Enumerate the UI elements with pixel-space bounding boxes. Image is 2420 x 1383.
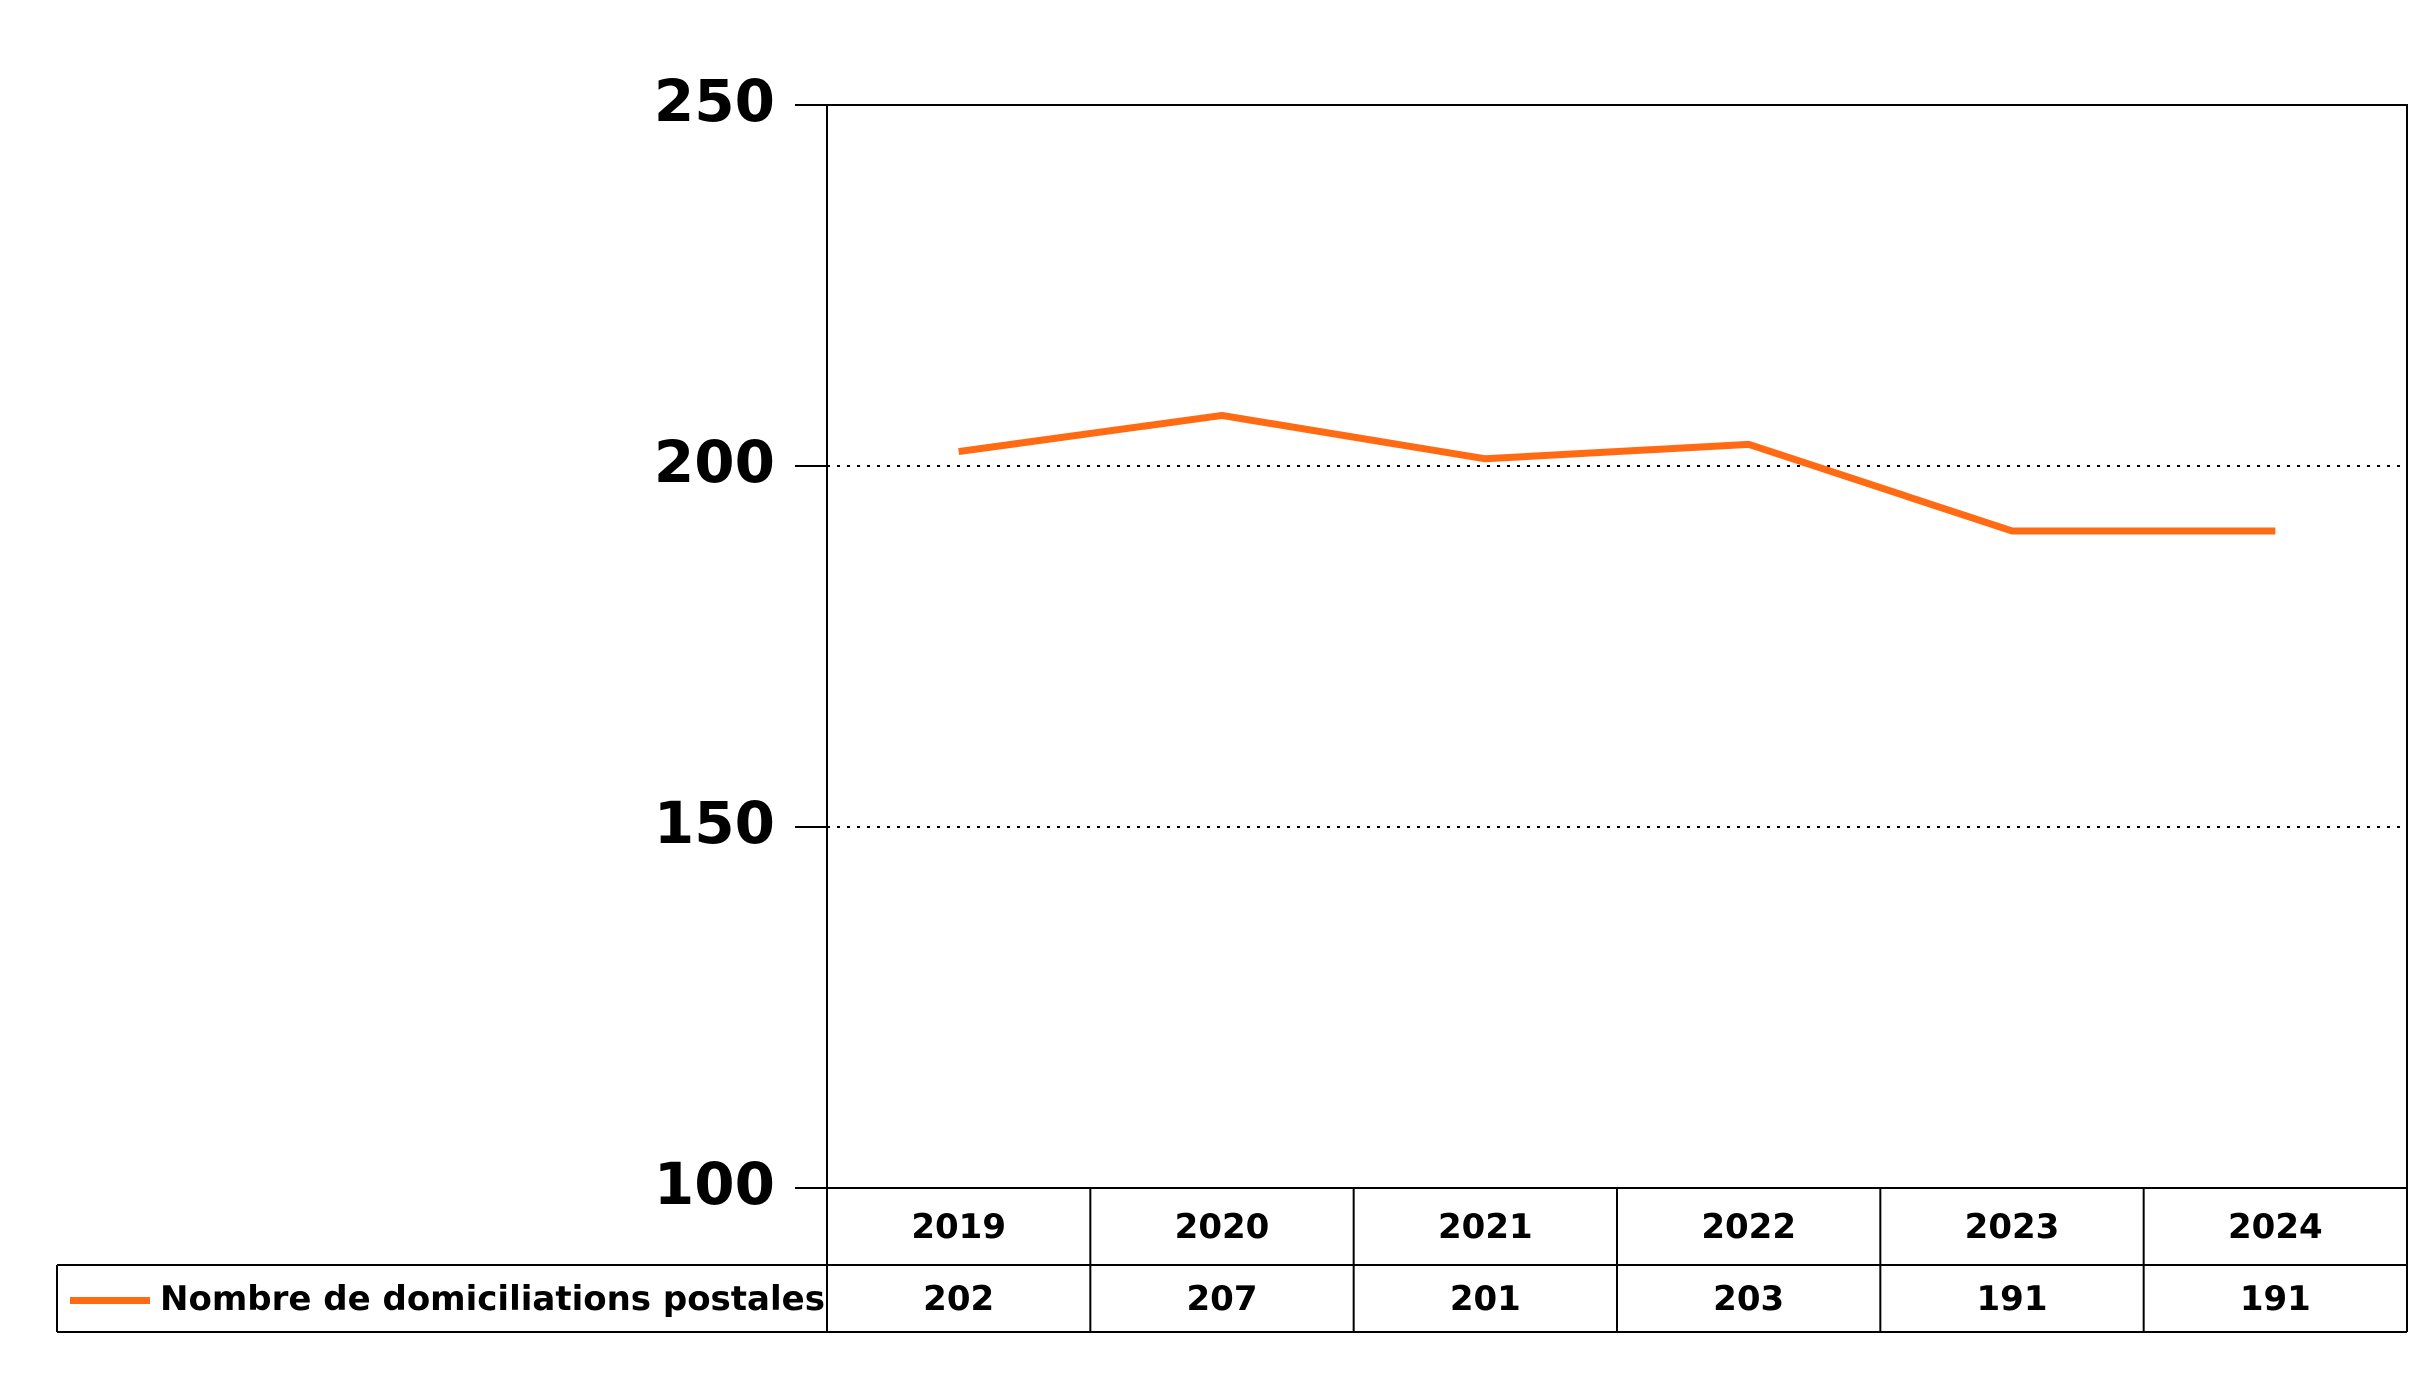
series-line [958,411,2276,535]
x-tick-label: 2023 [1965,1207,2060,1247]
x-tick-label: 2024 [2228,1207,2323,1247]
x-tick-label: 2022 [1701,1207,1796,1247]
y-tick-label: 150 [654,789,775,857]
table-value: 201 [1450,1279,1521,1319]
table-value: 207 [1187,1279,1258,1319]
y-tick-label: 200 [654,428,775,496]
y-tick-label: 250 [654,67,775,135]
y-tick-label: 100 [654,1150,775,1218]
x-tick-label: 2021 [1438,1207,1533,1247]
x-tick-label: 2020 [1175,1207,1270,1247]
table-value: 191 [2240,1279,2311,1319]
legend-label: Nombre de domiciliations postales [160,1279,825,1319]
x-tick-label: 2019 [911,1207,1006,1247]
table-value: 191 [1977,1279,2048,1319]
table-value: 203 [1713,1279,1784,1319]
plot-frame [826,104,2408,1189]
table-value: 202 [923,1279,994,1319]
